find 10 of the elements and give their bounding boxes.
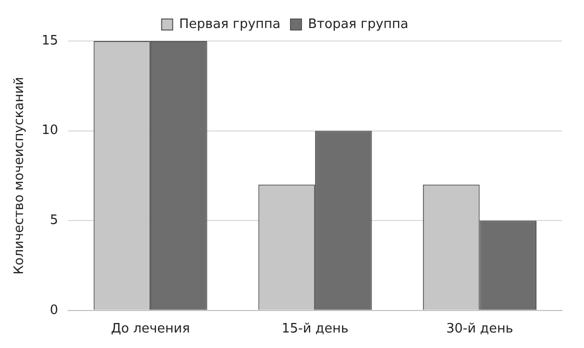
legend-label: Вторая группа <box>308 16 408 32</box>
y-tick-label: 15 <box>42 33 58 48</box>
legend-label: Первая группа <box>179 16 281 32</box>
y-axis-title: Количество мочеиспусканий <box>12 76 28 275</box>
y-tick-label: 10 <box>42 123 58 138</box>
x-tick-label: 15-й день <box>282 322 349 337</box>
x-tick-label: 30-й день <box>446 322 514 337</box>
y-tick-label: 5 <box>50 212 58 228</box>
y-tick-label: 0 <box>50 302 58 318</box>
x-tick-label: До лечения <box>110 322 190 337</box>
